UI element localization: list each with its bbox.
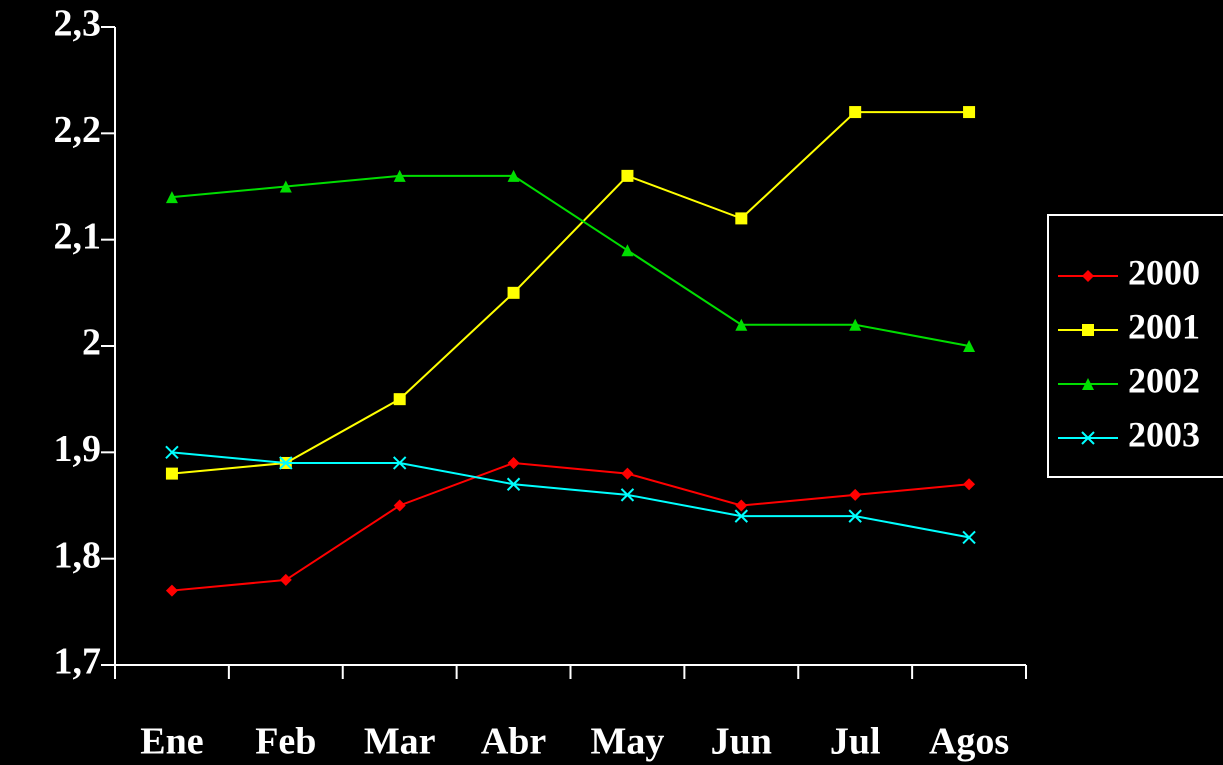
legend-marker xyxy=(1082,378,1094,390)
y-tick-label: 2,3 xyxy=(54,3,102,45)
point xyxy=(279,456,293,470)
point xyxy=(848,509,862,523)
point xyxy=(279,180,292,193)
x-tick-label: Mar xyxy=(364,721,436,763)
x-tick-label: Abr xyxy=(481,721,547,763)
legend-label: 2001 xyxy=(1128,306,1200,346)
series-line xyxy=(171,451,970,539)
x-tick-label: Jul xyxy=(830,721,881,763)
point xyxy=(393,169,406,182)
x-tick-label: Agos xyxy=(929,721,1009,763)
point xyxy=(507,456,520,469)
legend-label: 2002 xyxy=(1128,360,1200,400)
point xyxy=(165,445,179,460)
legend-marker xyxy=(1082,324,1094,336)
point xyxy=(849,488,862,501)
point xyxy=(621,244,634,257)
x-tick-label: May xyxy=(591,721,665,763)
point xyxy=(849,106,862,119)
y-tick-label: 1,8 xyxy=(54,534,102,576)
x-tick-label: Ene xyxy=(140,721,203,763)
point xyxy=(165,191,178,204)
point xyxy=(393,393,406,406)
x-tick-label: Jun xyxy=(711,721,772,763)
point xyxy=(393,499,406,512)
point xyxy=(735,318,748,331)
point xyxy=(621,169,634,182)
series-line xyxy=(171,174,970,347)
y-tick-label: 2,2 xyxy=(54,109,102,151)
point xyxy=(735,499,748,512)
legend-label: 2000 xyxy=(1128,252,1200,292)
point xyxy=(165,467,178,480)
point xyxy=(165,584,178,597)
point xyxy=(279,573,292,586)
point xyxy=(507,169,520,182)
point xyxy=(734,509,749,523)
point xyxy=(620,488,635,502)
point xyxy=(735,212,748,225)
point xyxy=(506,477,521,491)
point xyxy=(963,478,976,491)
legend-label: 2003 xyxy=(1128,414,1200,454)
point xyxy=(962,530,976,545)
point xyxy=(963,106,976,119)
y-tick-label: 1,7 xyxy=(54,641,102,683)
point xyxy=(849,318,862,331)
point xyxy=(392,456,407,470)
y-tick-label: 2,1 xyxy=(54,215,102,257)
point xyxy=(507,286,520,299)
y-tick-label: 2 xyxy=(82,322,101,364)
x-tick-label: Feb xyxy=(255,721,316,763)
legend-box xyxy=(1047,214,1223,478)
legend-marker xyxy=(1081,431,1095,445)
series-line xyxy=(171,111,970,475)
point xyxy=(963,340,976,352)
series-line xyxy=(171,461,970,592)
y-tick-label: 1,9 xyxy=(54,428,102,470)
legend-marker xyxy=(1082,270,1094,282)
point xyxy=(621,467,634,480)
